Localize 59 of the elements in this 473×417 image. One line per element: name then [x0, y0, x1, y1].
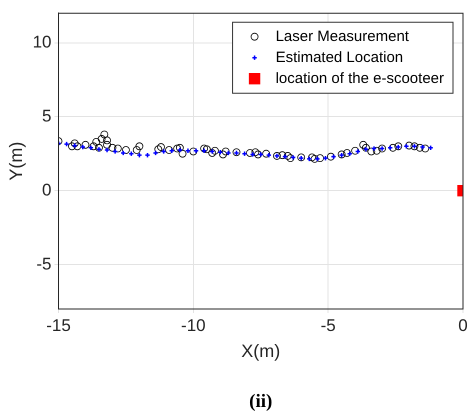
- point: [100, 130, 108, 138]
- y-tick-label: 0: [42, 180, 52, 200]
- x-tick-label: -15: [46, 316, 71, 335]
- x-tick-label: -10: [181, 316, 206, 335]
- point: [98, 135, 106, 143]
- point: [222, 148, 230, 156]
- point: [351, 146, 360, 155]
- point: [421, 144, 430, 152]
- x-tick-label: -5: [320, 316, 336, 335]
- point: [284, 152, 292, 160]
- point: [154, 145, 162, 154]
- point: [136, 142, 144, 150]
- point: [359, 140, 368, 149]
- point: [310, 154, 319, 163]
- point: [95, 144, 103, 152]
- point: [388, 144, 397, 152]
- x-tick-label: 0: [458, 316, 468, 335]
- point: [308, 154, 316, 162]
- point: [157, 143, 165, 151]
- point: [208, 149, 216, 157]
- point: [251, 148, 260, 156]
- point: [372, 146, 381, 155]
- legend-label: Laser Measurement: [276, 28, 410, 45]
- point: [176, 144, 184, 152]
- y-tick-label: 5: [42, 106, 52, 126]
- point: [103, 140, 111, 149]
- point: [90, 142, 98, 150]
- point: [362, 144, 370, 152]
- point: [70, 139, 79, 148]
- point: [278, 151, 286, 160]
- point: [254, 150, 262, 158]
- y-axis-title: Y(m): [6, 142, 26, 181]
- legend-label: Estimated Location: [276, 48, 404, 66]
- point: [108, 144, 116, 152]
- point: [343, 149, 351, 157]
- point: [73, 142, 82, 150]
- point: [103, 136, 111, 144]
- point: [132, 146, 141, 154]
- point: [114, 144, 122, 152]
- point: [219, 150, 227, 158]
- point: [92, 138, 100, 146]
- point: [211, 146, 219, 155]
- point: [178, 150, 186, 158]
- text: (ii): [249, 391, 272, 412]
- point: [286, 154, 294, 162]
- point: [405, 142, 413, 150]
- point: [173, 144, 182, 152]
- legend-label: location of the e-scooteer: [276, 70, 444, 87]
- point: [82, 140, 90, 149]
- y-tick-label: -5: [36, 254, 52, 274]
- point: [122, 146, 130, 154]
- point: [246, 149, 254, 157]
- point: [262, 150, 270, 158]
- y-tick-label: 10: [32, 32, 52, 52]
- x-axis-title: X(m): [241, 341, 280, 362]
- point: [367, 148, 376, 156]
- point: [202, 145, 211, 154]
- point: [165, 146, 173, 154]
- point: [200, 144, 208, 152]
